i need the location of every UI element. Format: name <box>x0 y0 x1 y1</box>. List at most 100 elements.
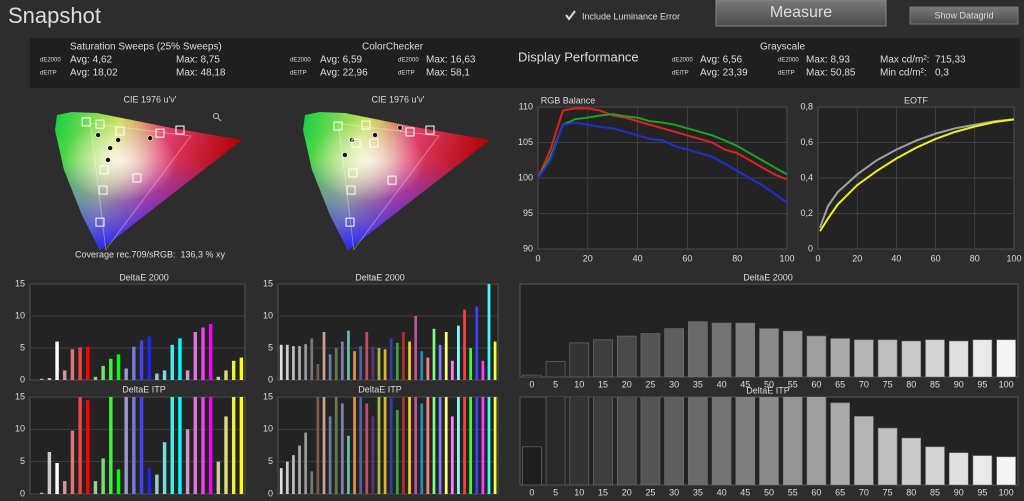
series-line <box>538 107 787 181</box>
bar <box>224 370 228 380</box>
bar <box>124 397 128 494</box>
x-tick-label: 0 <box>535 253 540 263</box>
x-tick-label: 0 <box>529 379 534 389</box>
bar <box>948 452 969 485</box>
checkbox-label[interactable]: Include Luminance Error <box>582 11 680 21</box>
bar <box>616 335 637 377</box>
series-line <box>538 121 787 204</box>
datagrid-button-label[interactable]: Show Datagrid <box>934 10 993 20</box>
stat: Max: 58,1 <box>426 68 470 79</box>
bar <box>420 351 424 380</box>
x-tick-label: 30 <box>669 487 679 497</box>
cie-diagram <box>55 112 242 251</box>
bar <box>124 368 128 380</box>
bar <box>593 397 613 485</box>
bar <box>389 397 393 494</box>
bar <box>193 332 198 380</box>
page-title: Snapshot <box>8 3 101 28</box>
bar <box>664 328 684 377</box>
bar <box>782 330 803 377</box>
x-tick-label: 65 <box>835 379 845 389</box>
bar <box>201 327 205 380</box>
bar <box>310 338 314 380</box>
bar <box>469 397 473 494</box>
datagrid-button[interactable] <box>909 6 1019 25</box>
x-tick-label: 100 <box>999 379 1014 389</box>
x-tick-label: 60 <box>931 253 941 263</box>
y-tick-label: 10 <box>15 424 25 434</box>
bar <box>86 346 90 380</box>
x-tick-label: 100 <box>779 253 794 263</box>
bar <box>170 397 174 494</box>
stat: Max: 50,85 <box>806 68 856 79</box>
series-line <box>819 118 1014 232</box>
bar <box>395 342 399 380</box>
x-tick-label: 80 <box>906 487 916 497</box>
bar <box>347 330 350 380</box>
bar <box>132 397 136 494</box>
target-point <box>405 127 415 137</box>
x-tick-label: 20 <box>622 379 632 389</box>
bar <box>545 397 566 485</box>
bar <box>545 361 566 377</box>
bar <box>224 416 228 494</box>
plot-area <box>277 283 499 381</box>
coverage-label: Coverage rec.709/sRGB: 136,3 % xy <box>75 249 226 259</box>
y-tick-label: 15 <box>263 278 273 288</box>
plot-area <box>29 283 246 381</box>
stats-panel <box>30 38 1020 88</box>
bar <box>450 360 454 380</box>
target-point <box>95 119 105 129</box>
stats-title: ColorChecker <box>362 42 424 53</box>
bar <box>147 336 151 380</box>
bar <box>340 341 344 380</box>
bar <box>925 446 945 485</box>
measured-point <box>342 152 348 158</box>
measure-button-label[interactable]: Measure <box>770 4 832 21</box>
bar <box>782 397 803 485</box>
bar <box>901 340 922 377</box>
x-tick-label: 100 <box>1006 253 1021 263</box>
bar <box>371 346 375 380</box>
target-point <box>99 165 109 175</box>
bar <box>972 339 993 377</box>
stat: Avg: 6,56 <box>700 55 743 66</box>
target-point <box>351 138 361 148</box>
stat: 715,33 <box>935 55 966 66</box>
bar <box>216 461 221 494</box>
x-tick-label: 100 <box>999 487 1014 497</box>
bar <box>365 403 369 494</box>
bar <box>475 306 479 380</box>
bar <box>47 451 52 494</box>
target-point <box>387 175 397 185</box>
bar <box>63 481 67 494</box>
chart-title: DeltaE ITP <box>358 384 402 394</box>
bar <box>414 397 418 494</box>
checkbox[interactable] <box>565 10 576 21</box>
stat: Max: 8,75 <box>176 55 220 66</box>
x-tick-label: 0 <box>815 253 820 263</box>
target-point <box>81 117 91 127</box>
x-tick-label: 60 <box>811 379 821 389</box>
bar <box>996 456 1016 485</box>
bar <box>854 416 874 485</box>
bar <box>402 332 405 380</box>
bar <box>178 338 182 380</box>
bar <box>70 349 75 380</box>
x-tick-label: 40 <box>717 379 727 389</box>
metric: dE2000 <box>778 58 799 64</box>
x-tick-label: 75 <box>883 487 893 497</box>
x-tick-label: 45 <box>740 487 750 497</box>
bar <box>359 397 363 494</box>
measure-button[interactable] <box>715 0 887 27</box>
bar <box>279 344 283 380</box>
chart-title: DeltaE 2000 <box>119 272 169 282</box>
y-tick-label: 5 <box>20 456 25 466</box>
x-tick-label: 85 <box>930 487 940 497</box>
measured-point <box>147 135 153 141</box>
bar <box>438 397 442 494</box>
metric: dE2000 <box>290 58 311 64</box>
bar <box>569 397 590 485</box>
bar <box>334 397 338 494</box>
bar <box>231 397 236 494</box>
